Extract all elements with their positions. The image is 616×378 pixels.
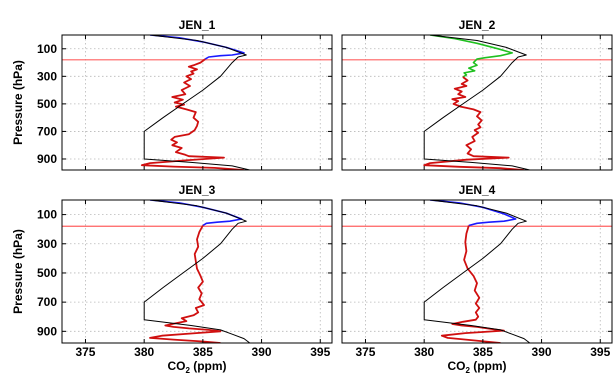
x-tick-label: 380: [134, 345, 154, 359]
y-tick-label: 300: [37, 69, 57, 83]
series-line-2: [143, 200, 251, 343]
y-tick-label: 500: [37, 97, 57, 111]
x-tick-label: 375: [75, 345, 95, 359]
y-axis-label: Pressure (hPa): [11, 60, 25, 145]
y-axis-label: Pressure (hPa): [11, 229, 25, 314]
series-line-0: [429, 35, 514, 78]
series-group: [423, 35, 530, 170]
y-tick-label: 900: [37, 324, 57, 338]
y-tick-label: 700: [37, 295, 57, 309]
x-tick-label: 390: [252, 345, 272, 359]
panel-title: JEN_1: [179, 18, 216, 32]
series-line-0: [149, 200, 243, 227]
y-tick-label: 500: [37, 266, 57, 280]
x-tick-label: 385: [193, 345, 213, 359]
panel-title: JEN_3: [179, 183, 216, 197]
series-line-1: [140, 58, 245, 170]
y-tick-label: 100: [37, 42, 57, 56]
series-line-2: [143, 35, 250, 170]
series-group: [140, 35, 250, 170]
series-line-2: [423, 35, 530, 170]
y-tick-label: 100: [37, 208, 57, 222]
x-tick-label: 385: [473, 345, 493, 359]
panel-title: JEN_4: [459, 183, 496, 197]
series-line-1: [440, 225, 505, 343]
y-tick-label: 300: [37, 237, 57, 251]
y-tick-label: 900: [37, 152, 57, 166]
plot-frame: [341, 34, 613, 171]
series-line-0: [149, 35, 245, 60]
x-axis-label: CO2 (ppm): [167, 359, 226, 375]
x-tick-label: 380: [414, 345, 434, 359]
x-tick-label: 395: [590, 345, 610, 359]
panel-jen-4: JEN_4 375 380 385 390 395 CO2 (ppm): [341, 183, 613, 375]
panel-jen-2: JEN_2: [341, 18, 613, 171]
y-tick-label: 700: [37, 124, 57, 138]
x-axis-label: CO2 (ppm): [447, 359, 506, 375]
series-line-2: [423, 200, 531, 343]
series-line-1: [423, 76, 525, 170]
series-line-1: [149, 225, 222, 343]
panel-title: JEN_2: [459, 18, 496, 32]
plot-frame: [61, 199, 333, 344]
x-tick-label: 390: [532, 345, 552, 359]
plot-frame: [341, 199, 613, 344]
x-tick-label: 375: [355, 345, 375, 359]
panel-jen-3: JEN_3 100 300 500 700 900 Pressure (hPa) 375 380…: [11, 183, 333, 375]
series-group: [423, 200, 531, 343]
series-group: [143, 200, 251, 343]
x-tick-label: 395: [310, 345, 330, 359]
plot-frame: [61, 34, 333, 171]
panel-jen-1: JEN_1 100 300 500 700 900 Pressure (hPa): [11, 18, 333, 171]
